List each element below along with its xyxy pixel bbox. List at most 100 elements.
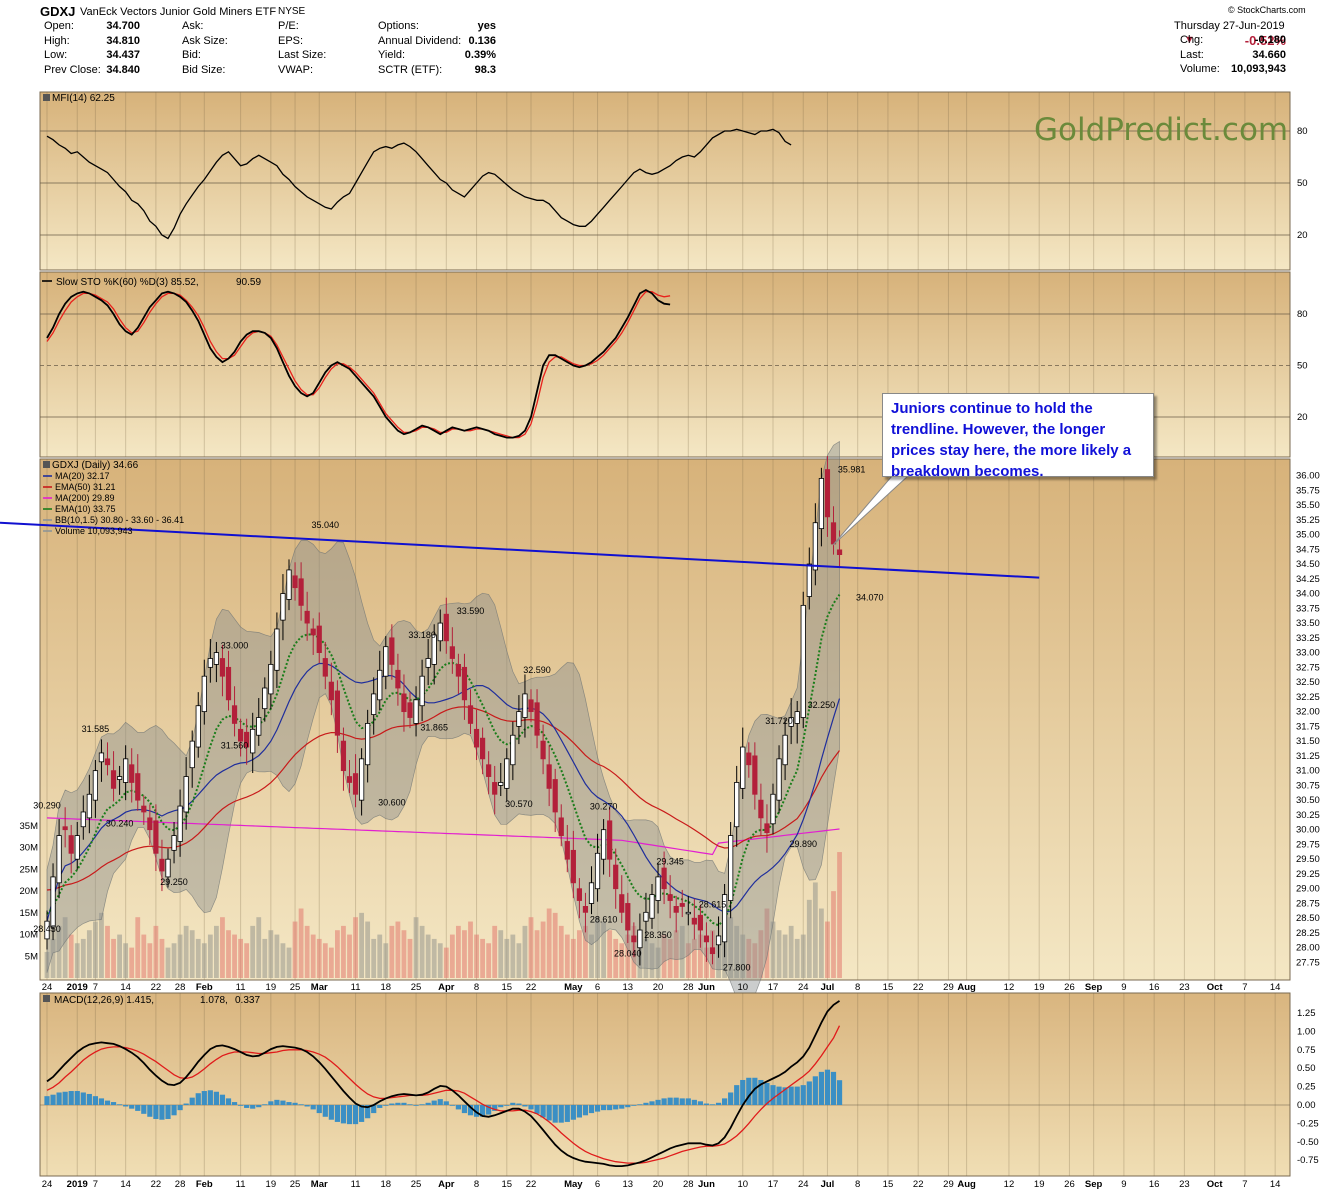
macd-x-tick-label: 9: [1121, 1179, 1126, 1190]
quote-label: VWAP:: [278, 63, 314, 76]
x-tick-label: 25: [290, 982, 301, 993]
volume-bar: [583, 925, 588, 978]
volume-bar: [99, 912, 104, 978]
price-tick-label: 31.75: [1296, 721, 1320, 732]
x-tick-label: 16: [1149, 982, 1160, 993]
quote-date: Thursday 27-Jun-2019: [1174, 20, 1285, 32]
candle-body: [431, 634, 437, 665]
volume-bar: [655, 947, 661, 978]
volume-bar: [207, 934, 213, 978]
macd-histogram-bar: [673, 1097, 679, 1105]
quote-label: Last:: [1180, 48, 1204, 61]
volume-bar: [812, 882, 818, 978]
macd-title: MACD(12,26,9) 1.415,: [54, 995, 154, 1006]
candle-body: [280, 593, 286, 621]
candle-body: [207, 658, 213, 668]
macd-histogram-bar: [189, 1097, 195, 1105]
candle-body: [201, 675, 207, 713]
price-annotation: 28.040: [614, 948, 642, 958]
price-tick-label: 31.25: [1296, 751, 1320, 762]
candle-body: [607, 820, 613, 860]
candle-body: [655, 876, 661, 901]
quote-value: -0.180: [1254, 34, 1286, 46]
quote-value: 0.136: [468, 34, 496, 47]
candle-body: [667, 894, 673, 901]
macd-histogram-bar: [794, 1086, 800, 1105]
macd-x-tick-label: 25: [411, 1179, 422, 1190]
candle-body: [613, 864, 619, 890]
volume-bar: [262, 938, 268, 978]
candle-body: [486, 764, 492, 777]
volume-bar: [788, 925, 794, 978]
candle-body: [473, 728, 480, 748]
macd-x-tick-label: 13: [623, 1179, 634, 1190]
candle-body: [44, 920, 50, 940]
volume-bar: [552, 912, 558, 978]
macd-histogram-bar: [667, 1097, 673, 1105]
price-tick-label: 33.25: [1296, 633, 1320, 644]
volume-bar: [716, 943, 721, 978]
volume-bar: [395, 921, 401, 978]
watermark: GoldPredict.com: [1034, 112, 1289, 148]
price-tick-label: 29.75: [1296, 839, 1320, 850]
quote-value: 34.840: [106, 63, 140, 76]
macd-histogram-bar: [377, 1105, 383, 1108]
macd-histogram-bar: [310, 1105, 316, 1110]
price-annotation: 30.570: [505, 799, 533, 809]
macd-histogram-bar: [110, 1102, 117, 1105]
candle-body: [377, 669, 383, 701]
macd-x-tick-label: 6: [595, 1179, 600, 1190]
macd-x-tick-label: 19: [266, 1179, 277, 1190]
volume-bar: [462, 930, 467, 978]
price-annotation: 31.720: [765, 716, 793, 726]
macd-x-tick-label: 25: [290, 1179, 301, 1190]
macd-histogram-bar: [238, 1105, 244, 1106]
macd-x-tick-label: Aug: [957, 1179, 976, 1190]
volume-tick-label: 5M: [25, 951, 38, 962]
macd-histogram-bar: [455, 1105, 461, 1110]
macd-histogram-bar: [728, 1092, 734, 1105]
macd-histogram-bar: [86, 1093, 92, 1105]
macd-histogram-bar: [709, 1104, 716, 1106]
price-tick-label: 35.25: [1296, 515, 1320, 526]
macd-histogram-bar: [685, 1098, 691, 1105]
candle-body: [758, 799, 764, 819]
price-tick-label: 28.50: [1296, 913, 1320, 924]
candle-body: [722, 894, 728, 943]
volume-bar: [286, 947, 292, 978]
macd-histogram-bar: [334, 1105, 340, 1122]
macd-histogram-bar: [570, 1105, 576, 1120]
candle-body: [274, 628, 280, 671]
volume-bar: [589, 934, 594, 978]
macd-histogram-bar: [425, 1102, 431, 1105]
candle-body: [594, 852, 601, 890]
price-annotation: 30.270: [590, 802, 618, 812]
candle-body: [800, 604, 806, 718]
candle-body: [625, 903, 631, 931]
macd-histogram-bar: [770, 1085, 776, 1105]
price-tick-label: 32.00: [1296, 707, 1320, 718]
macd-histogram-bar: [486, 1105, 492, 1115]
quote-label: Bid:: [182, 49, 201, 61]
price-annotation: 28.610: [590, 915, 618, 925]
macd-histogram-bar: [601, 1105, 607, 1111]
volume-bar: [564, 934, 570, 978]
candle-body: [806, 563, 812, 597]
quote-value: 34.437: [106, 49, 140, 61]
price-annotation: 28.450: [33, 924, 61, 934]
price-annotation: 27.800: [723, 963, 751, 973]
candle-body: [552, 779, 558, 813]
macd-histogram-bar: [764, 1082, 770, 1105]
macd-histogram-bar: [74, 1091, 80, 1105]
candle-body: [455, 663, 462, 677]
macd-tick-label: 0.75: [1297, 1045, 1316, 1056]
candle-body: [788, 717, 794, 727]
candle-body: [619, 894, 625, 913]
volume-tick-label: 10M: [20, 930, 39, 941]
candle-body: [159, 858, 165, 872]
macd-histogram-bar: [443, 1101, 449, 1105]
price-tick-label: 35.50: [1296, 500, 1320, 511]
volume-bar: [298, 908, 304, 978]
candle-body: [746, 752, 752, 766]
macd-histogram-bar: [528, 1105, 534, 1110]
